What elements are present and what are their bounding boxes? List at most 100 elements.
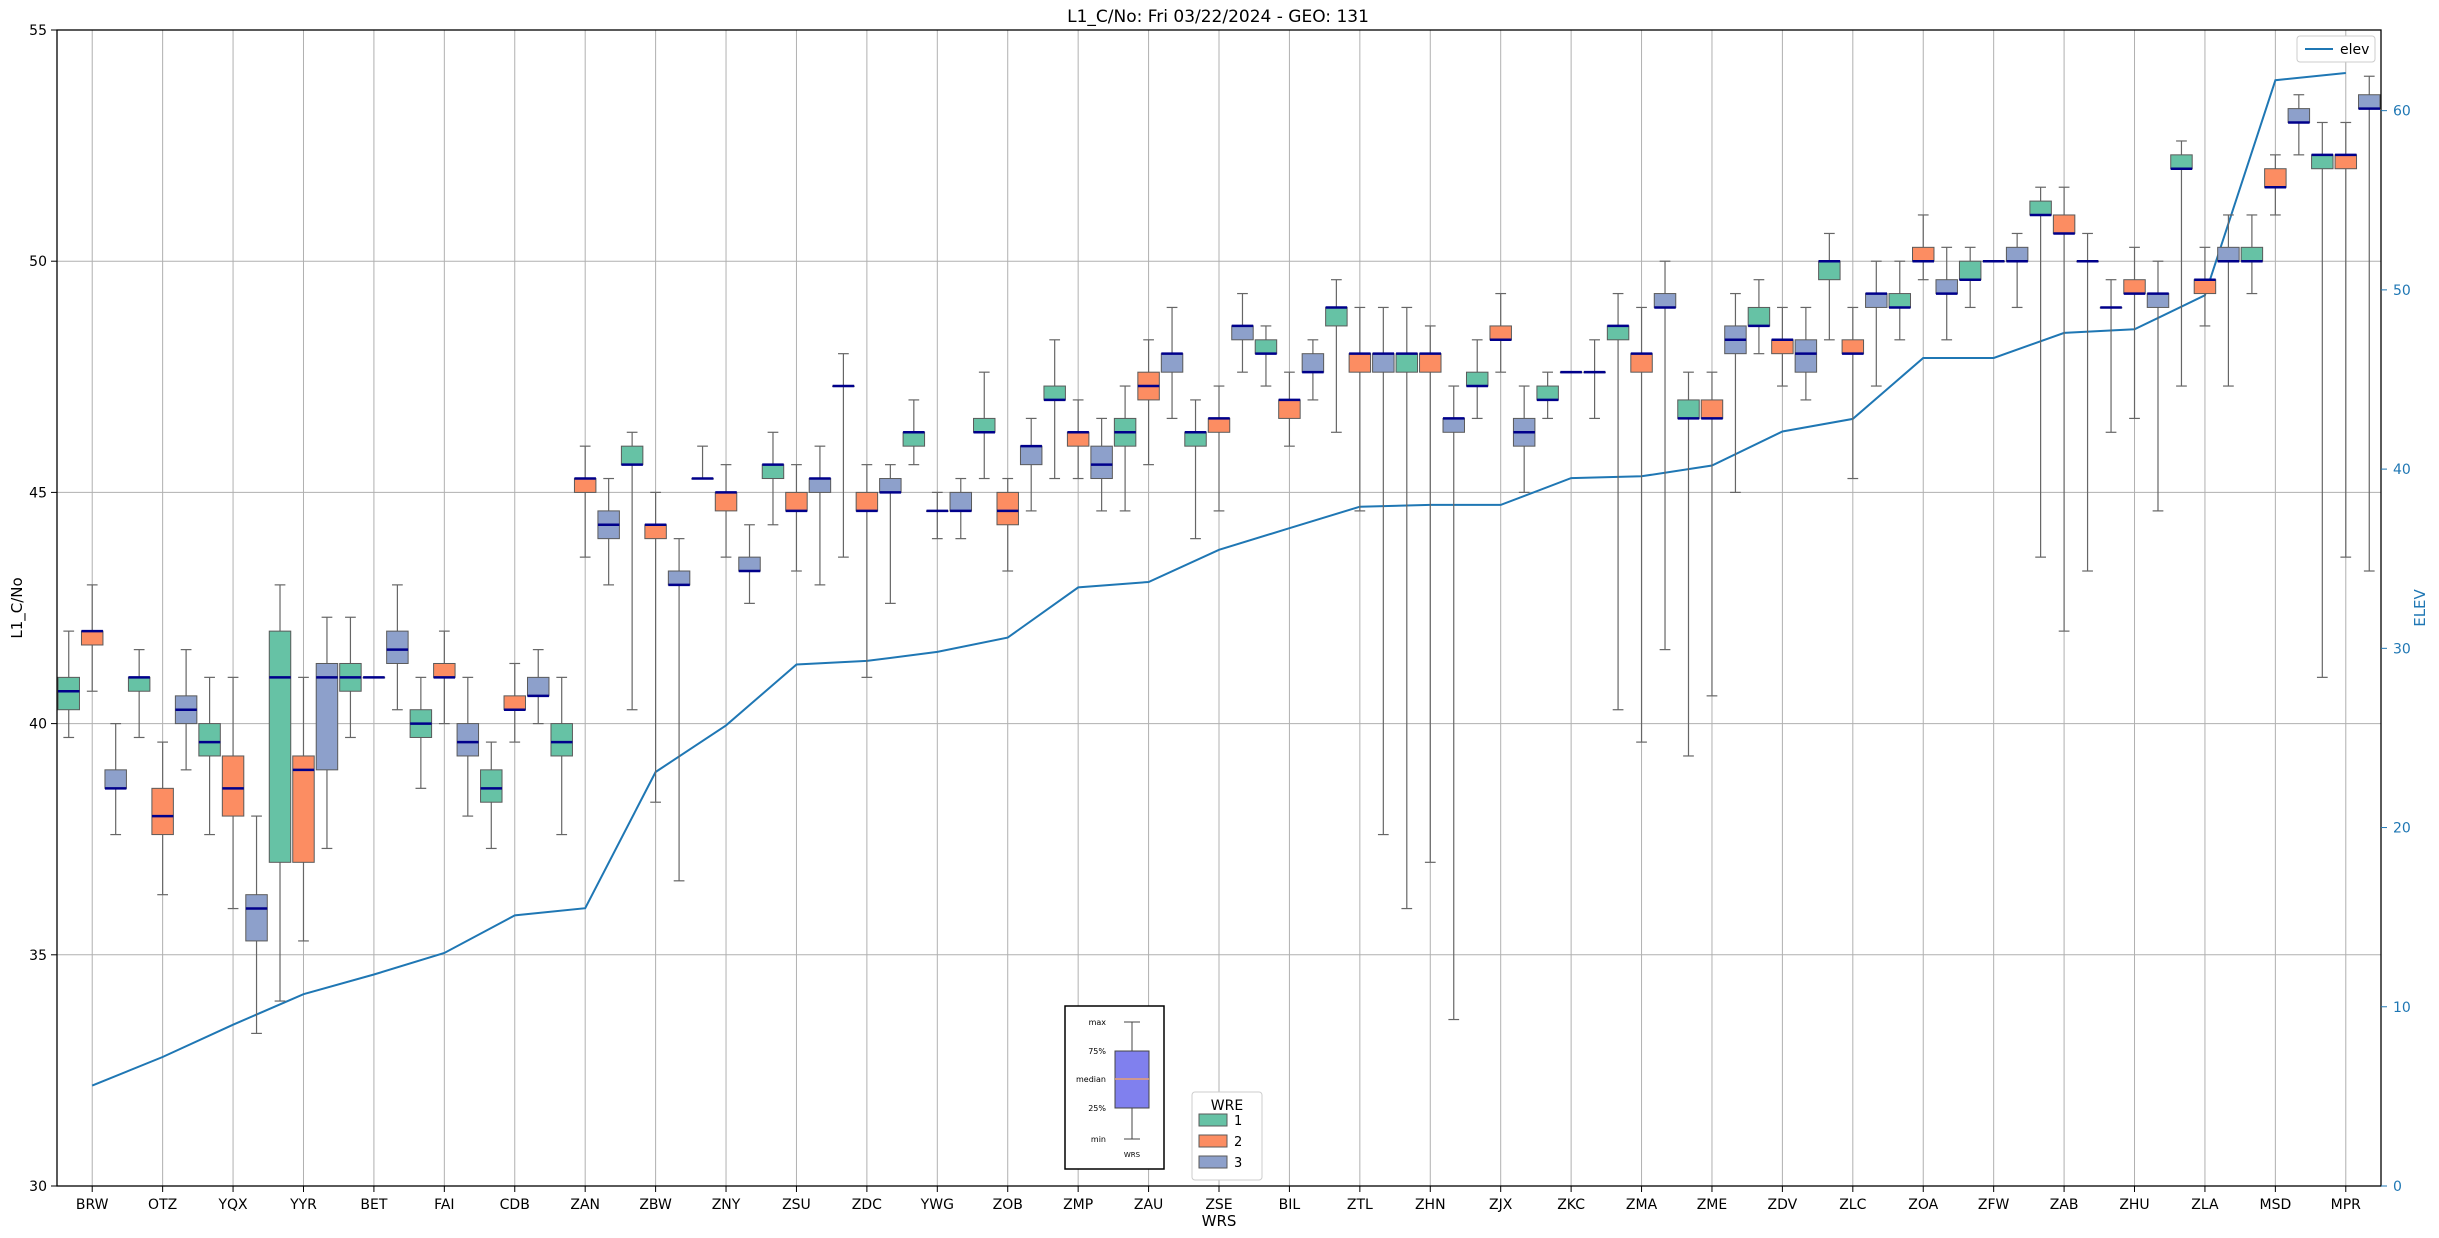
box-body: [2123, 279, 2146, 295]
box-BIL-wre-1: [1254, 325, 1278, 387]
box-ZLA-wre-1: [2170, 140, 2193, 387]
box-body: [1794, 339, 1818, 373]
inset-label: 75%: [1088, 1047, 1106, 1056]
x-tick-label: ZNY: [712, 1197, 741, 1213]
box-body: [902, 431, 926, 447]
box-body: [1301, 353, 1325, 373]
box-body: [1207, 417, 1231, 433]
box-BRW-wre-1: [57, 630, 80, 739]
box-ZHN-wre-3: [1442, 385, 1465, 1021]
box-body: [761, 464, 785, 480]
box-ZME-wre-1: [1677, 371, 1700, 757]
box-body: [1419, 353, 1442, 373]
box-body: [245, 894, 268, 942]
elev-legend-label: elev: [2340, 42, 2369, 58]
box-ZHU-wre-3: [2146, 260, 2170, 512]
box-ZHU-wre-1: [2099, 279, 2123, 433]
box-body: [1888, 293, 1912, 308]
box-ZSE-wre-3: [1231, 292, 1254, 373]
legend-swatch-wre-2: [1198, 1134, 1228, 1148]
box-ZMP-wre-1: [1043, 339, 1066, 480]
box-ZSE-wre-1: [1184, 399, 1207, 540]
x-tick-label: ZDC: [852, 1197, 882, 1213]
box-ZBW-wre-2: [644, 491, 667, 803]
box-body: [2264, 168, 2287, 188]
box-body: [151, 787, 174, 836]
box-ZAB-wre-2: [2052, 186, 2076, 632]
x-tick-label: ZDV: [1768, 1197, 1798, 1213]
box-ZJX-wre-3: [1512, 385, 1536, 493]
box-YYR-wre-2: [292, 676, 315, 942]
box-body: [57, 676, 80, 711]
x-tick-label: YQX: [217, 1197, 248, 1213]
x-tick-label: ZSE: [1205, 1197, 1232, 1213]
box-body: [1958, 260, 1982, 281]
box-body: [2052, 214, 2076, 234]
box-YQX-wre-2: [221, 676, 245, 910]
box-body: [1935, 279, 1958, 295]
x-tick-label: CDB: [500, 1197, 530, 1213]
box-ZOB-wre-1: [973, 371, 996, 480]
box-body: [221, 755, 245, 817]
box-body: [1395, 353, 1419, 373]
box-body: [1019, 445, 1043, 466]
x-tick-label: ZME: [1697, 1197, 1728, 1213]
box-YYR-wre-3: [315, 616, 339, 850]
box-ZME-wre-2: [1700, 371, 1724, 697]
box-ZSU-wre-3: [808, 445, 832, 586]
x-tick-label: MSD: [2259, 1197, 2291, 1213]
box-body: [1489, 325, 1512, 341]
legend-swatch-wre-1: [1198, 1113, 1228, 1127]
box-body: [808, 478, 832, 493]
inset-label: max: [1089, 1018, 1107, 1027]
box-ZAU-wre-2: [1137, 339, 1160, 466]
box-body: [1865, 293, 1888, 308]
legend-label-wre-3: 3: [1234, 1156, 1242, 1171]
box-body: [526, 676, 550, 697]
box-ZKC-wre-1: [1536, 371, 1559, 420]
box-ZLC-wre-3: [1865, 260, 1888, 387]
box-ZKC-wre-3: [1583, 339, 1606, 420]
box-body: [1231, 325, 1254, 341]
x-tick-label: ZAB: [2050, 1197, 2079, 1213]
box-body: [2334, 154, 2358, 170]
box-ZOB-wre-2: [996, 477, 1019, 572]
box-ZLA-wre-2: [2193, 246, 2217, 327]
x-tick-label: MPR: [2331, 1197, 2362, 1213]
box-body: [855, 491, 879, 512]
box-ZLC-wre-1: [1818, 232, 1841, 341]
box-body: [2240, 246, 2264, 262]
x-tick-label: ZMA: [1626, 1197, 1658, 1213]
y-tick-label: 40: [29, 717, 47, 733]
y-tick-label: 55: [29, 23, 47, 39]
y-axis-right: 0 10 20 30 40 50 60: [2381, 104, 2411, 1195]
box-body: [80, 630, 104, 646]
box-body: [1630, 353, 1653, 373]
box-ZHU-wre-2: [2123, 246, 2146, 420]
box-body: [1278, 399, 1301, 419]
box-body: [573, 478, 597, 493]
box-body: [292, 755, 315, 863]
x-tick-label: ZLA: [2191, 1197, 2219, 1213]
x-tick-label: ZHU: [2119, 1197, 2149, 1213]
wre-legend: WRE 1 2 3: [1191, 1091, 1263, 1181]
box-ZLA-wre-3: [2217, 214, 2240, 387]
box-ZDV-wre-1: [1747, 279, 1771, 355]
box-body: [1677, 399, 1700, 419]
box-YWG-wre-3: [949, 477, 973, 540]
x-tick-label: ZTL: [1347, 1197, 1373, 1213]
box-body: [1653, 293, 1677, 308]
box-ZME-wre-3: [1724, 292, 1747, 493]
inset-label: min: [1091, 1135, 1106, 1144]
box-BIL-wre-2: [1278, 371, 1301, 447]
box-body: [1442, 417, 1465, 433]
box-body: [1606, 325, 1630, 341]
y2-tick-label: 60: [2393, 104, 2411, 120]
x-tick-label: ZFW: [1978, 1197, 2010, 1213]
box-body: [456, 723, 480, 757]
box-ZTL-wre-3: [1372, 306, 1395, 836]
box-ZKC-wre-2: [1559, 370, 1583, 374]
box-body: [198, 723, 221, 757]
box-ZDV-wre-2: [1771, 306, 1794, 387]
